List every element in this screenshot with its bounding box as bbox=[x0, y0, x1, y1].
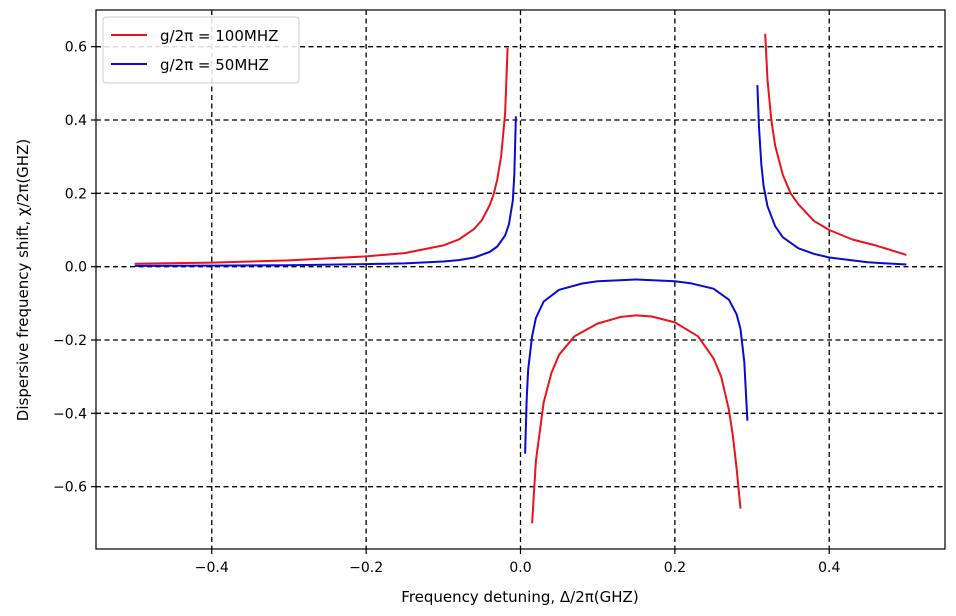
y-tick-label: 0.4 bbox=[65, 113, 87, 129]
legend-box bbox=[102, 16, 300, 84]
series-2-branch-1 bbox=[134, 116, 517, 267]
legend: g/2π = 100MHZ g/2π = 50MHZ bbox=[102, 16, 300, 84]
x-tick-label: −0.4 bbox=[195, 560, 229, 576]
y-tick-label: 0.2 bbox=[65, 186, 87, 202]
tick-layer: −0.4 −0.2 0.0 0.2 0.4 −0.6 −0.4 −0.2 0.0 0.2 0.4 0.… bbox=[53, 40, 840, 576]
grid bbox=[96, 10, 945, 549]
x-tick-label: 0.2 bbox=[664, 560, 686, 576]
series-2-branch-2 bbox=[524, 278, 749, 454]
series-layer bbox=[134, 33, 907, 524]
series-1-branch-1 bbox=[134, 47, 509, 265]
y-tick-label: −0.6 bbox=[53, 480, 87, 496]
y-tick-label: 0.6 bbox=[65, 40, 87, 56]
legend-label-series-2: g/2π = 50MHZ bbox=[160, 56, 269, 74]
y-tick-label: −0.2 bbox=[53, 333, 87, 349]
series-1-branch-3 bbox=[764, 33, 907, 256]
x-tick-label: 0.0 bbox=[509, 560, 531, 576]
legend-label-series-1: g/2π = 100MHZ bbox=[160, 27, 278, 45]
series-1-branch-2 bbox=[531, 314, 742, 524]
x-tick-label: −0.2 bbox=[349, 560, 383, 576]
y-axis-label: Dispersive frequency shift, χ/2π(GHZ) bbox=[14, 139, 32, 421]
x-tick-label: 0.4 bbox=[818, 560, 840, 576]
y-tick-label: −0.4 bbox=[53, 406, 87, 422]
x-axis-label: Frequency detuning, Δ/2π(GHZ) bbox=[401, 588, 638, 606]
series-2-branch-3 bbox=[756, 85, 907, 266]
y-tick-label: 0.0 bbox=[65, 260, 87, 276]
